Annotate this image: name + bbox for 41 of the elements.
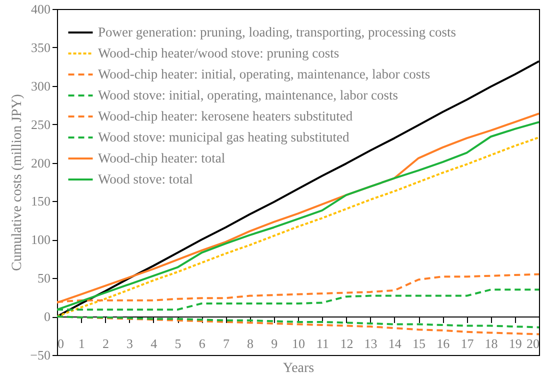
x-tick-label: 4 [150, 336, 158, 352]
x-tick-label: 14 [388, 336, 402, 352]
legend-label: Wood-chip heater: total [98, 150, 226, 166]
x-tick-label: 13 [364, 336, 378, 352]
x-tick-label: 15 [412, 336, 426, 352]
y-tick-label: 300 [31, 78, 50, 94]
y-tick-label: 350 [31, 40, 50, 55]
x-tick-label: 11 [316, 336, 329, 352]
y-tick-label: 250 [31, 116, 50, 132]
x-tick-label: 1 [78, 336, 85, 352]
x-tick-label: 10 [292, 336, 305, 352]
x-tick-label: 20 [526, 336, 540, 352]
y-tick-label: 0 [44, 309, 50, 324]
x-tick-label: 16 [436, 336, 450, 352]
y-tick-label: 100 [31, 232, 50, 248]
x-tick-label: 7 [222, 336, 230, 352]
legend-label: Power generation: pruning, loading, transporting, processing costs [98, 24, 456, 40]
x-axis-title: Years [282, 361, 314, 376]
x-tick-label: 5 [174, 336, 182, 352]
x-tick-label: 6 [198, 336, 206, 352]
x-tick-label: 19 [508, 336, 522, 352]
y-tick-label: 150 [31, 194, 50, 209]
y-axis-title: Cumulative costs (million JPY) [10, 94, 26, 271]
x-tick-label: 12 [340, 336, 354, 352]
x-tick-label: 9 [271, 336, 278, 352]
y-tick-label: 400 [31, 2, 50, 16]
y-tick-label: 50 [38, 270, 50, 286]
y-tick-label: −50 [30, 348, 50, 362]
y-tick-label: 200 [31, 155, 50, 170]
legend-label: Wood stove: initial, operating, maintenance, labor costs [98, 88, 398, 102]
legend-label: Wood-chip heater: kerosene heaters substituted [98, 108, 353, 124]
x-tick-label: 0 [58, 336, 64, 352]
x-tick-label: 2 [102, 336, 109, 352]
legend-label: Wood-chip heater: initial, operating, maintenance, labor costs [98, 66, 430, 82]
x-tick-label: 17 [460, 336, 474, 352]
x-tick-label: 3 [126, 336, 134, 352]
legend-label: Wood stove: total [98, 172, 194, 186]
legend-label: Wood stove: municipal gas heating substituted [98, 130, 350, 144]
legend-label: Wood-chip heater/wood stove: pruning costs [98, 46, 340, 60]
x-tick-label: 8 [247, 336, 254, 352]
x-tick-label: 18 [484, 336, 498, 352]
